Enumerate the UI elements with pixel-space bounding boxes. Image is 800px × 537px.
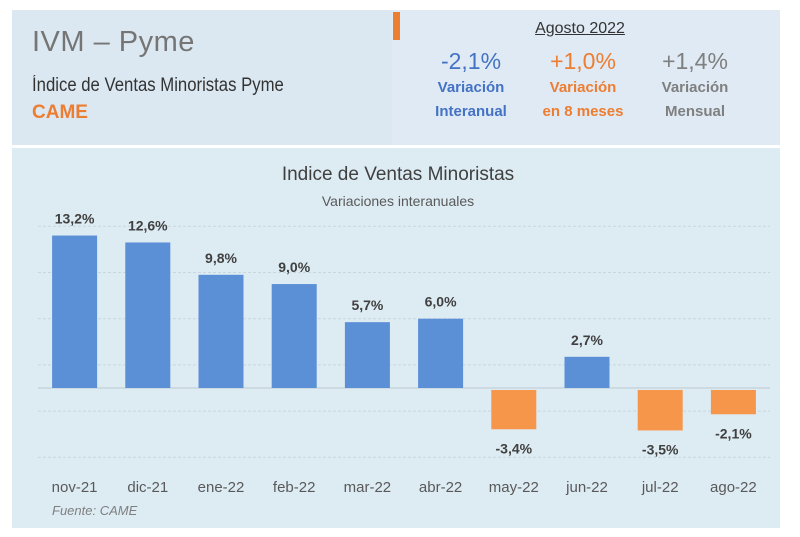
kpi-1: +1,0% Variación en 8 meses bbox=[528, 48, 638, 123]
brand-label: CAME bbox=[32, 102, 88, 123]
chart-subtitle: Variaciones interanuales bbox=[322, 193, 474, 209]
bar-ene-22 bbox=[198, 274, 244, 388]
kpi-line2: Interanual bbox=[435, 103, 507, 120]
x-tick-label: abr-22 bbox=[419, 479, 462, 496]
bar-abr-22 bbox=[418, 318, 464, 388]
kpi-line1: Variación bbox=[661, 79, 729, 96]
x-tick-label: jun-22 bbox=[565, 479, 608, 496]
kpi-2: +1,4% Variación Mensual bbox=[640, 48, 750, 123]
x-tick-label: nov-21 bbox=[52, 479, 98, 496]
kpi-value: +1,4% bbox=[662, 48, 728, 74]
page-title: IVM – Pyme bbox=[32, 26, 195, 58]
data-label: 6,0% bbox=[425, 294, 457, 310]
chart-source: Fuente: CAME bbox=[52, 503, 138, 518]
bar-mar-22 bbox=[344, 322, 390, 388]
data-label: 13,2% bbox=[55, 211, 95, 227]
kpi-line1: Variación bbox=[437, 79, 505, 96]
x-tick-label: ene-22 bbox=[198, 479, 245, 496]
page-subtitle: Índice de Ventas Minoristas Pyme bbox=[32, 75, 284, 96]
kpi-value: +1,0% bbox=[550, 48, 616, 74]
x-tick-label: feb-22 bbox=[273, 479, 316, 496]
kpi-value: -2,1% bbox=[440, 48, 502, 74]
x-tick-label: mar-22 bbox=[344, 479, 392, 496]
data-label: -3,4% bbox=[496, 440, 533, 456]
bar-feb-22 bbox=[271, 284, 317, 388]
data-label: -2,1% bbox=[715, 425, 752, 441]
data-label: 9,0% bbox=[278, 259, 310, 275]
x-tick-label: jul-22 bbox=[641, 479, 679, 496]
accent-mark bbox=[393, 12, 400, 40]
data-label: 9,8% bbox=[205, 250, 237, 266]
bar-jul-22 bbox=[637, 390, 683, 431]
x-tick-label: ago-22 bbox=[710, 479, 757, 496]
bar-may-22 bbox=[491, 390, 537, 430]
kpi-line1: Variación bbox=[549, 79, 617, 96]
kpi-line2: en 8 meses bbox=[542, 103, 624, 120]
bar-dic-21 bbox=[125, 242, 171, 388]
period-label: Agosto 2022 bbox=[535, 20, 625, 37]
x-tick-label: may-22 bbox=[489, 479, 539, 496]
header-left bbox=[12, 10, 392, 145]
bar-nov-21 bbox=[52, 235, 98, 388]
data-label: 5,7% bbox=[351, 297, 383, 313]
chart-title: Indice de Ventas Minoristas bbox=[282, 164, 514, 185]
bar-ago-22 bbox=[710, 390, 756, 415]
kpi-line2: Mensual bbox=[664, 103, 725, 120]
kpi-0: -2,1% Variación Interanual bbox=[416, 48, 526, 123]
bar-jun-22 bbox=[564, 356, 610, 388]
data-label: 12,6% bbox=[128, 217, 168, 233]
data-label: 2,7% bbox=[571, 332, 603, 348]
data-label: -3,5% bbox=[642, 441, 679, 457]
x-tick-label: dic-21 bbox=[127, 479, 168, 496]
